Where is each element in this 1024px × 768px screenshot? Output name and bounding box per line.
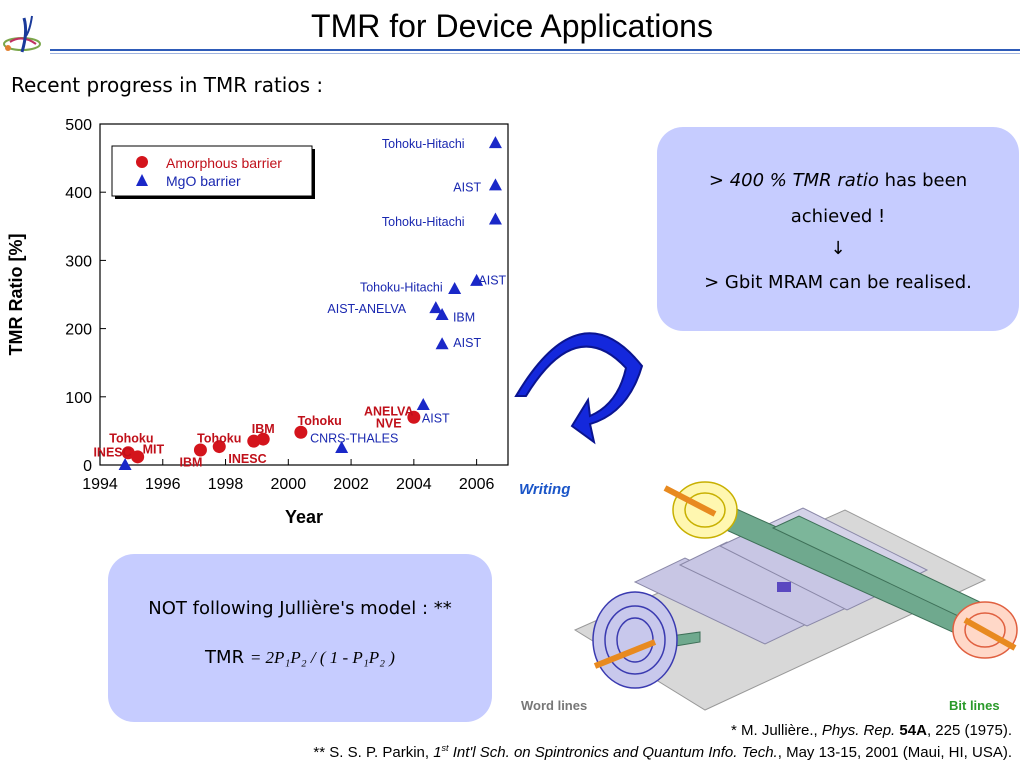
mgo-point bbox=[435, 307, 449, 320]
x-axis-label: Year bbox=[285, 507, 323, 527]
amorphous-point bbox=[212, 440, 226, 454]
reference-2: ** S. S. P. Parkin, 1st Int'l Sch. on Sp… bbox=[313, 743, 1012, 761]
mram-illustration: Writing Word lines Bit lines bbox=[519, 481, 1018, 713]
mgo-point bbox=[429, 301, 443, 314]
ref2-suffix: , May 13-15, 2001 (Maui, HI, USA). bbox=[777, 744, 1012, 761]
amorphous-point bbox=[294, 425, 308, 439]
y-tick-label: 0 bbox=[83, 458, 92, 475]
point-label: IBM bbox=[180, 456, 203, 470]
writing-label: Writing bbox=[519, 481, 570, 498]
amorphous-point bbox=[407, 410, 421, 424]
legend-mgo-marker bbox=[136, 174, 148, 186]
mgo-point bbox=[488, 178, 502, 191]
point-label: AIST bbox=[478, 273, 506, 287]
mgo-point bbox=[118, 458, 132, 470]
x-tick-label: 1994 bbox=[82, 476, 118, 493]
point-label: Tohoku-Hitachi bbox=[360, 280, 443, 294]
section-subtitle: Recent progress in TMR ratios : bbox=[11, 73, 324, 97]
current-arrow-left bbox=[593, 639, 657, 669]
legend-box bbox=[111, 145, 313, 197]
word-lines-label: Word lines bbox=[521, 698, 587, 713]
achievement-callout: > 400 % TMR ratio has been achieved ! ↓ … bbox=[657, 127, 1019, 331]
formula-rhs: = 2P₁P₂ / ( 1 - P₁P₂ ) bbox=[249, 648, 395, 667]
ref2-ordinal-sup: st bbox=[441, 743, 449, 753]
point-label: NVE bbox=[376, 417, 402, 431]
point-label: INESC bbox=[93, 445, 131, 459]
formula-lhs: TMR bbox=[205, 647, 245, 668]
point-label: MIT bbox=[143, 443, 165, 457]
point-label: AIST bbox=[453, 181, 481, 195]
y-tick-label: 300 bbox=[65, 253, 92, 270]
mgo-point bbox=[416, 397, 430, 410]
ref2-venue: Int'l Sch. on Spintronics and Quantum In… bbox=[448, 744, 778, 761]
slide-title: TMR for Device Applications bbox=[311, 8, 713, 44]
bit-lines-label: Bit lines bbox=[949, 698, 1000, 713]
callout-line1-emphasis: 400 % TMR ratio bbox=[729, 170, 879, 191]
current-arrow-top bbox=[663, 485, 717, 517]
plot-frame bbox=[99, 123, 509, 466]
point-label: ANELVA bbox=[364, 404, 414, 418]
institution-logo bbox=[3, 15, 41, 53]
y-axis-label: TMR Ratio [%] bbox=[6, 234, 26, 356]
callout-model-line: NOT following Jullière's model : ** bbox=[148, 598, 452, 619]
y-tick-label: 200 bbox=[65, 322, 92, 339]
mgo-point bbox=[335, 440, 349, 453]
point-label: CNRS-THALES bbox=[310, 432, 398, 446]
x-tick-label: 1996 bbox=[145, 476, 181, 493]
ref1-prefix: * M. Jullière., bbox=[731, 722, 822, 739]
ref1-suffix: , 225 (1975). bbox=[926, 722, 1012, 739]
x-tick-label: 1998 bbox=[208, 476, 244, 493]
legend-mgo-label: MgO barrier bbox=[166, 173, 241, 189]
point-label: IBM bbox=[252, 422, 275, 436]
ref1-journal: Phys. Rep. bbox=[821, 722, 896, 739]
x-tick-label: 2006 bbox=[459, 476, 495, 493]
amorphous-point bbox=[131, 450, 145, 464]
point-label: AIST-ANELVA bbox=[327, 302, 406, 316]
legend-amorphous-marker bbox=[136, 156, 148, 168]
x-tick-label: 2000 bbox=[271, 476, 307, 493]
y-tick-label: 100 bbox=[65, 390, 92, 407]
ref2-prefix: ** S. S. P. Parkin, bbox=[313, 744, 434, 761]
mgo-point bbox=[488, 136, 502, 149]
legend-amorphous-label: Amorphous barrier bbox=[166, 155, 282, 171]
tmr-formula: TMR = 2P₁P₂ / ( 1 - P₁P₂ ) bbox=[108, 647, 492, 668]
x-tick-label: 2004 bbox=[396, 476, 432, 493]
title-divider-thin bbox=[50, 53, 1020, 54]
title-divider bbox=[50, 49, 1020, 51]
callout-line2: achieved ! bbox=[790, 206, 886, 227]
julliere-model-callout: NOT following Jullière's model : ** TMR … bbox=[108, 554, 492, 722]
callout-line3: > Gbit MRAM can be realised. bbox=[704, 272, 972, 293]
down-arrow-icon: ↓ bbox=[830, 238, 846, 259]
y-tick-label: 500 bbox=[65, 117, 92, 134]
mgo-point bbox=[435, 337, 449, 350]
point-label: Tohoku bbox=[298, 414, 342, 428]
curved-arrow-icon bbox=[514, 332, 644, 445]
mgo-point bbox=[488, 212, 502, 225]
y-tick-label: 400 bbox=[65, 185, 92, 202]
point-label: Tohoku-Hitachi bbox=[382, 215, 465, 229]
point-label: IBM bbox=[453, 310, 475, 324]
amorphous-point bbox=[193, 443, 207, 457]
point-label: AIST bbox=[422, 411, 450, 425]
ref1-volume: 54A bbox=[899, 722, 927, 739]
mgo-point bbox=[470, 273, 484, 286]
magnetic-field-left bbox=[592, 591, 678, 689]
reference-1: * M. Jullière., Phys. Rep. 54A, 225 (197… bbox=[731, 722, 1012, 739]
point-label: Tohoku bbox=[197, 432, 241, 446]
amorphous-point bbox=[256, 432, 270, 446]
current-arrow-right bbox=[963, 617, 1017, 651]
ref2-ordinal: 1 bbox=[433, 744, 442, 761]
point-label: INESC bbox=[228, 452, 266, 466]
point-label: Tohoku bbox=[109, 432, 153, 446]
point-label: Tohoku-Hitachi bbox=[382, 137, 465, 151]
mtj-cell bbox=[777, 582, 791, 592]
callout-line1-prefix: > bbox=[708, 170, 730, 191]
mgo-point bbox=[448, 282, 462, 295]
tmr-progress-chart: 0 100 200 300 400 500 1994 1996 1998 2000 2002 2004… bbox=[6, 117, 509, 527]
x-tick-label: 2002 bbox=[333, 476, 369, 493]
point-label: AIST bbox=[453, 336, 481, 350]
callout-line1-suffix: has been bbox=[878, 170, 968, 191]
